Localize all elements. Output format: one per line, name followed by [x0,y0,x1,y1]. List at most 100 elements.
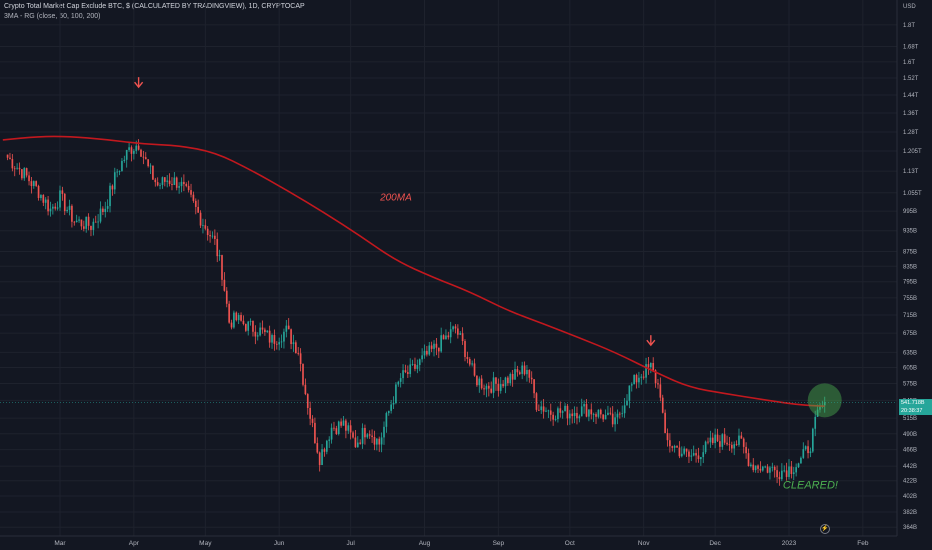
candle [628,385,631,409]
candle [194,198,197,215]
candle [759,461,762,473]
candle [797,462,800,469]
candle [750,462,752,468]
x-tick-label: Nov [638,540,650,547]
candle [518,370,521,376]
x-tick-label: Mar [54,540,66,547]
candle [704,440,707,455]
y-tick-label: 1.28T [903,130,919,136]
candle [757,464,759,473]
candle [237,312,240,324]
candle [707,437,709,445]
candle [766,464,769,474]
candle [564,403,566,412]
candle [607,405,609,416]
x-tick-label: Dec [709,540,721,547]
candle [440,327,443,353]
candle [688,449,690,464]
candle [795,463,797,477]
candle [533,379,535,399]
candle [378,436,381,452]
candle [773,465,776,478]
candle [347,422,350,434]
candle [175,176,178,191]
candle [490,381,493,394]
candle [576,406,578,425]
candle [16,163,18,170]
candle [657,379,659,389]
candle [471,360,473,367]
x-tick-label: May [199,540,212,547]
lightning-icon[interactable]: ⚡ [820,524,830,534]
candle [514,361,516,380]
candle [611,406,614,428]
last-price-value: 541.718B [901,400,925,406]
y-tick-label: 422B [903,479,917,485]
candle [333,421,335,431]
candle [356,436,359,448]
candle [680,446,683,458]
candle [342,415,345,426]
candle [390,399,392,414]
candle [559,401,562,418]
candle [730,441,733,453]
candle [473,358,476,377]
price-axis: 1.8T 1.68T 1.6T 1.52T 1.44T 1.36T 1.28T 1.205T 1… [903,23,922,531]
candle [97,214,99,229]
candle [673,444,676,453]
candle [597,409,600,419]
candle [480,375,483,390]
y-tick-label: 466B [903,448,917,454]
annotations: 200MA CLEARED! [0,77,897,491]
candle [652,357,655,373]
candle [249,318,252,326]
candle [449,321,452,344]
candle [56,201,59,211]
candle [271,333,273,349]
candle [130,145,133,162]
cleared-annotation: CLEARED! [783,479,838,491]
candle [78,216,80,223]
x-tick-label: Jul [346,540,355,547]
candle [609,407,612,416]
candle [409,358,412,378]
candle [723,428,726,445]
candle [197,199,200,213]
candle [783,465,786,473]
candle [292,334,295,352]
candle [814,410,817,437]
candle [52,203,54,215]
candle [819,403,821,413]
candle [137,139,140,151]
candle [721,433,724,450]
candle [585,398,588,418]
candle [528,369,531,383]
candle [144,152,147,160]
candle [173,172,176,186]
candle [87,213,90,231]
axis-currency-label: USD [903,4,916,10]
candle [283,328,285,349]
candle [259,322,261,337]
candle [642,370,645,380]
candle [788,459,790,480]
candle [349,420,352,440]
candle [149,163,152,175]
candle [285,319,288,338]
candle [635,373,638,389]
x-tick-label: 2023 [782,540,797,547]
candle [235,311,238,322]
candle [32,180,35,189]
candle [337,420,340,436]
candle [280,334,283,348]
candlestick-series [6,139,826,486]
candle [366,432,369,439]
candle [376,437,378,451]
candle [330,423,333,444]
candle [35,180,38,188]
candle [785,462,788,481]
candle [435,338,438,356]
candle [545,407,547,413]
candle [552,411,554,426]
